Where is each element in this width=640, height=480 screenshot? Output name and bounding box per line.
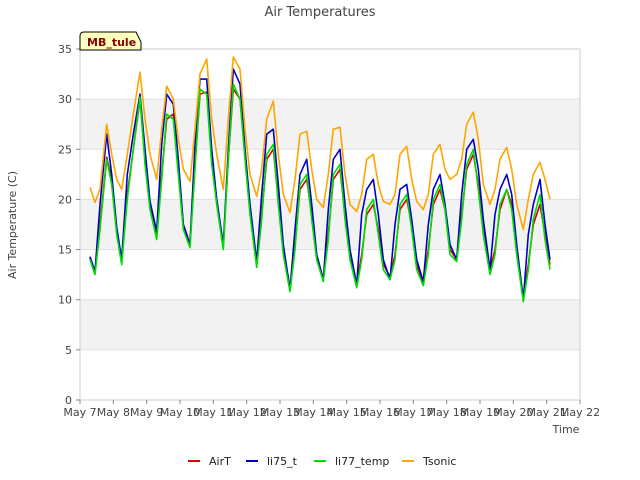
y-tick-label: 35	[58, 43, 72, 56]
x-tick-label: May 7	[63, 406, 96, 419]
legend-label-tsonic: Tsonic	[422, 455, 456, 468]
grid-band	[80, 49, 580, 100]
y-tick-label: 5	[65, 344, 72, 357]
legend-label-li77-temp: li77_temp	[335, 455, 389, 468]
y-tick-label: 0	[65, 394, 72, 407]
y-tick-label: 10	[58, 294, 72, 307]
series-line-li75-t	[89, 68, 551, 301]
chart-title: Air Temperatures	[264, 5, 375, 20]
x-axis-title: Time	[552, 423, 580, 436]
x-tick-label: May 17	[393, 406, 433, 419]
x-tick-label: May 9	[130, 406, 163, 419]
y-axis: 0 5 10 15 20 25 30 35	[58, 43, 80, 407]
x-tick-label: May 12	[227, 406, 267, 419]
x-tick-label: May 20	[493, 406, 533, 419]
grid-band	[80, 349, 580, 400]
y-tick-label: 30	[58, 93, 72, 106]
x-tick-label: May 15	[327, 406, 367, 419]
x-tick-label: May 22	[560, 406, 600, 419]
x-tick-label: May 19	[460, 406, 500, 419]
site-tag-box	[79, 31, 142, 51]
y-tick-label: 20	[58, 193, 72, 206]
legend: AirT li75_t li77_temp Tsonic	[188, 455, 456, 468]
grid-band	[80, 99, 580, 150]
y-axis-title: Air Temperature (C)	[6, 171, 19, 279]
x-tick-label: May 13	[260, 406, 300, 419]
x-tick-label: May 11	[193, 406, 233, 419]
plot-frame	[79, 48, 581, 401]
legend-label-li75-t: li75_t	[267, 455, 298, 468]
series-lines	[89, 56, 551, 303]
x-tick-label: May 8	[97, 406, 130, 419]
x-tick-label: May 18	[427, 406, 467, 419]
series-line-li77-temp	[89, 83, 551, 303]
grid-band	[80, 299, 580, 350]
x-tick-label: May 10	[160, 406, 200, 419]
site-tag-label: MB_tule	[87, 36, 136, 49]
site-tag: MB_tule	[79, 31, 142, 51]
grid-band	[80, 249, 580, 300]
series-line-tsonic	[89, 56, 551, 231]
y-tick-label: 15	[58, 244, 72, 257]
legend-label-airt: AirT	[209, 455, 231, 468]
y-tick-label: 25	[58, 143, 72, 156]
x-tick-label: May 21	[527, 406, 567, 419]
x-tick-label: May 16	[360, 406, 400, 419]
x-tick-label: May 14	[293, 406, 333, 419]
